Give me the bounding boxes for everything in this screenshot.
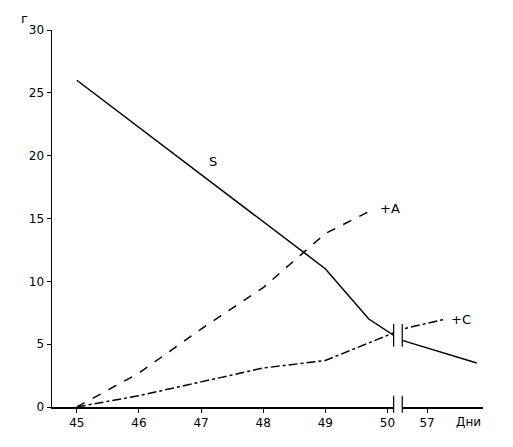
svg-text:20: 20	[29, 149, 44, 163]
svg-text:10: 10	[29, 275, 44, 289]
svg-text:30: 30	[29, 23, 44, 37]
svg-text:S: S	[209, 154, 217, 169]
svg-text:49: 49	[318, 416, 333, 430]
svg-text:57: 57	[419, 416, 434, 430]
svg-text:Дни: Дни	[456, 415, 481, 429]
svg-text:5: 5	[36, 337, 44, 351]
svg-text:г: г	[21, 11, 28, 26]
svg-text:45: 45	[69, 416, 84, 430]
svg-text:25: 25	[29, 86, 44, 100]
svg-text:0: 0	[36, 400, 44, 414]
svg-text:50: 50	[380, 416, 395, 430]
svg-text:15: 15	[29, 212, 44, 226]
svg-text:46: 46	[131, 416, 146, 430]
svg-text:47: 47	[193, 416, 208, 430]
svg-text:+A: +A	[380, 201, 400, 216]
svg-text:+C: +C	[451, 312, 471, 327]
svg-text:48: 48	[256, 416, 271, 430]
